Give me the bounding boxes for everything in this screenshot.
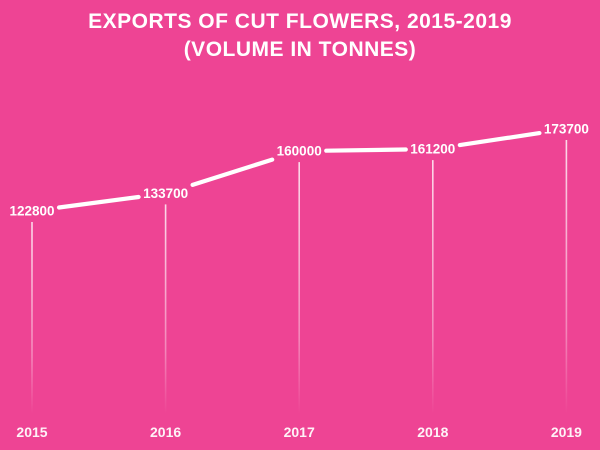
x-axis-tick-label: 2017 bbox=[284, 424, 315, 440]
plot-area: 122800 2015 133700 2016 160000 2017 161200 2018… bbox=[9, 122, 588, 441]
chart-title-line1: EXPORTS OF CUT FLOWERS, 2015-2019 bbox=[88, 10, 512, 33]
drop-line bbox=[298, 162, 300, 414]
drop-line bbox=[565, 140, 568, 414]
drop-line bbox=[31, 222, 33, 414]
value-label: 122800 bbox=[9, 204, 54, 219]
line-segment bbox=[190, 157, 275, 187]
x-axis-tick-label: 2018 bbox=[417, 424, 448, 440]
value-label: 161200 bbox=[410, 142, 455, 157]
value-label: 160000 bbox=[277, 144, 322, 159]
drop-line bbox=[432, 160, 434, 414]
line-segment bbox=[324, 147, 408, 153]
line-segment bbox=[457, 131, 542, 148]
x-axis-tick-label: 2015 bbox=[16, 424, 47, 440]
drop-line bbox=[164, 204, 167, 414]
chart-title-line2: (VOLUME IN TONNES) bbox=[183, 38, 417, 61]
value-label: 133700 bbox=[143, 186, 188, 201]
chart-title: EXPORTS OF CUT FLOWERS, 2015-2019 (VOLUM… bbox=[0, 8, 600, 64]
value-label: 173700 bbox=[544, 122, 589, 137]
line-segment bbox=[56, 194, 141, 210]
x-axis-tick-label: 2016 bbox=[150, 424, 181, 440]
x-axis-tick-label: 2019 bbox=[551, 424, 582, 440]
